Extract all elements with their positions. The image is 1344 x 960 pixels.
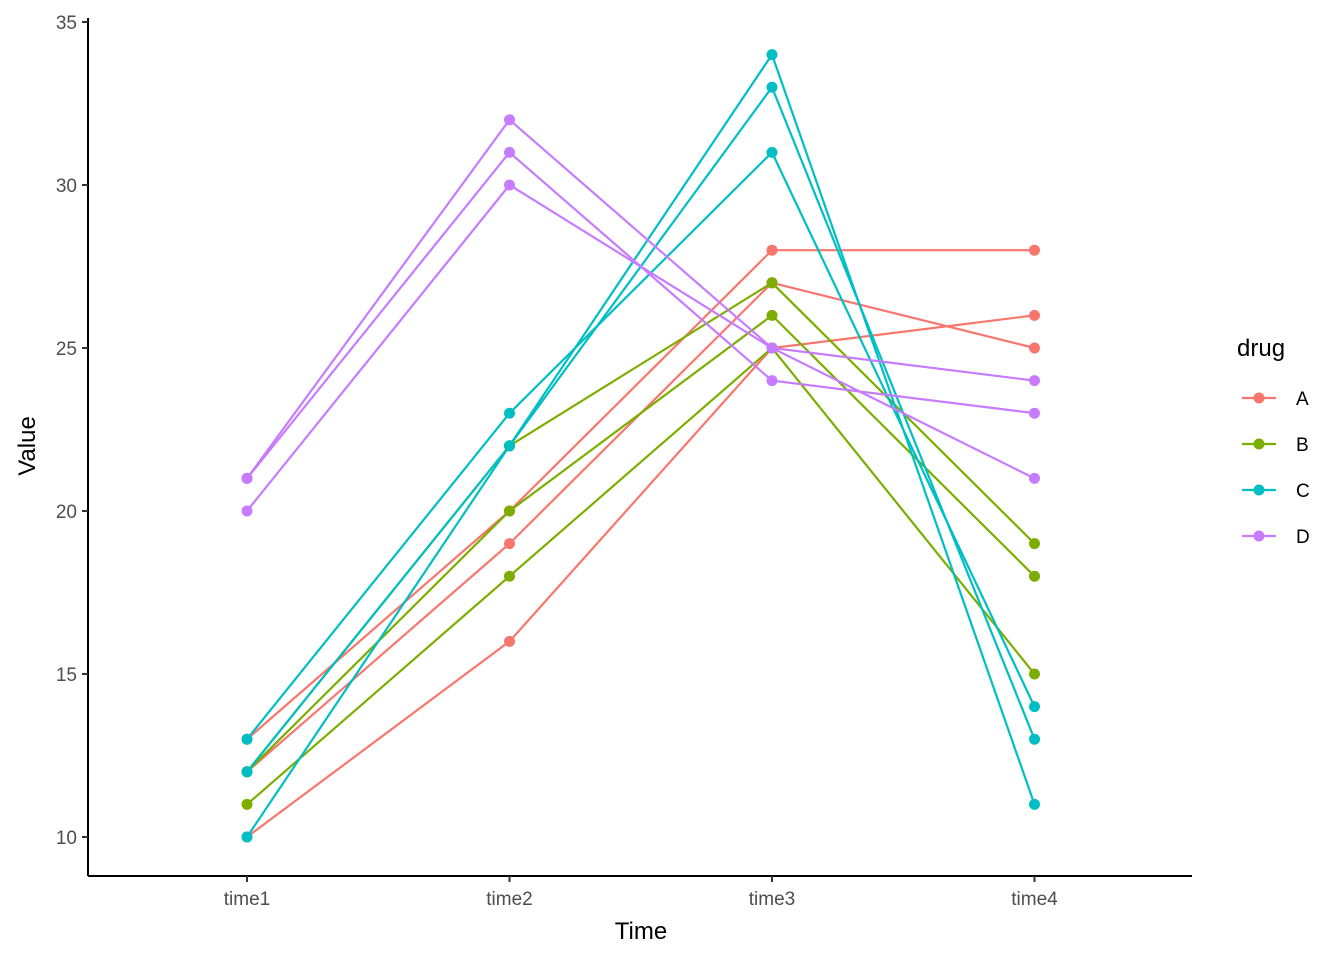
series-line-D [246, 183, 1035, 512]
data-point-D [504, 114, 515, 126]
legend-key-point [1253, 438, 1265, 450]
data-point-C [504, 407, 515, 419]
legend-key-point [1253, 530, 1265, 542]
data-point-C [766, 81, 778, 93]
x-axis-title: Time [615, 918, 667, 945]
data-point-C [1029, 798, 1040, 810]
legend-title: drug [1237, 335, 1285, 362]
series-line-D [246, 118, 1035, 480]
legend-label-B: B [1296, 435, 1309, 456]
data-point-B [766, 277, 778, 289]
y-tick-label: 15 [56, 665, 77, 686]
data-point-A [504, 538, 515, 550]
data-point-A [504, 635, 515, 647]
data-point-B [1029, 570, 1040, 582]
legend-label-C: C [1296, 481, 1310, 502]
data-point-B [766, 309, 778, 321]
data-point-B [504, 570, 515, 582]
data-point-C [1029, 733, 1040, 745]
x-tick-label: time1 [224, 889, 270, 910]
legend-label-D: D [1296, 527, 1310, 548]
data-point-C [766, 49, 778, 61]
y-ticks: 10 15 20 25 30 35 [56, 13, 88, 849]
data-point-A [1029, 342, 1040, 354]
data-point-C [241, 831, 253, 843]
data-point-C [241, 733, 253, 745]
data-point-A [1029, 309, 1040, 321]
data-point-C [241, 766, 253, 778]
y-tick-label: 20 [56, 502, 77, 523]
x-tick-label: time4 [1011, 889, 1058, 910]
data-point-D [241, 505, 253, 517]
legend-key-point [1253, 392, 1265, 404]
y-tick-label: 25 [56, 339, 77, 360]
data-point-D [241, 472, 253, 484]
y-tick-label: 35 [56, 13, 77, 34]
data-point-B [1029, 668, 1040, 680]
series-line-C [246, 150, 1036, 740]
data-point-D [504, 179, 515, 191]
data-point-C [766, 146, 778, 158]
data-point-C [1029, 701, 1040, 713]
data-point-A [766, 244, 778, 256]
data-point-D [1029, 407, 1040, 419]
x-ticks: time1 time2 time3 time4 [224, 876, 1058, 910]
data-point-D [1029, 472, 1040, 484]
data-point-D [766, 342, 778, 354]
legend-items: A B C D [1242, 389, 1310, 548]
axes-layer: 10 15 20 25 30 35 time1 time2 time3 time4 [56, 13, 1192, 910]
y-axis-title: Value [14, 416, 41, 476]
series-line-A [246, 249, 1035, 741]
data-point-B [1029, 538, 1040, 550]
series-layer [241, 49, 1040, 843]
series-line-A [246, 314, 1035, 838]
legend: drug A B C D [1237, 335, 1310, 548]
data-point-D [1029, 375, 1040, 387]
data-point-D [766, 375, 778, 387]
legend-label-A: A [1296, 389, 1309, 410]
data-point-D [504, 146, 515, 158]
x-tick-label: time3 [749, 889, 795, 910]
data-point-C [504, 440, 515, 452]
x-tick-label: time2 [486, 889, 532, 910]
y-tick-label: 10 [56, 828, 77, 849]
data-point-B [241, 798, 253, 810]
y-tick-label: 30 [56, 176, 77, 197]
data-point-A [1029, 244, 1040, 256]
data-point-B [504, 505, 515, 517]
series-line-B [246, 313, 1036, 773]
legend-key-point [1253, 484, 1265, 496]
series-line-B [246, 346, 1036, 806]
